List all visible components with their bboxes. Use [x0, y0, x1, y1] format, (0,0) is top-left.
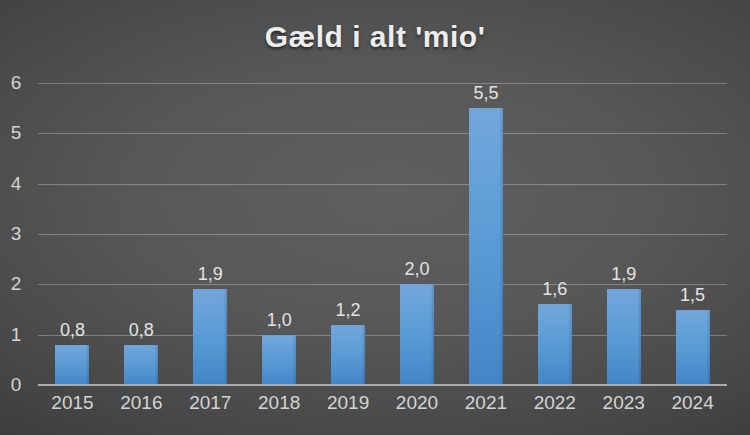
x-tick-label: 2019: [314, 392, 383, 414]
bar-value-label: 0,8: [107, 321, 176, 339]
x-tick-label: 2016: [107, 392, 176, 414]
bar-value-label: 2,0: [383, 260, 452, 278]
x-tick-label: 2022: [520, 392, 589, 414]
y-axis: 0123456: [0, 83, 32, 385]
bar: [607, 289, 641, 385]
bar-cell: 1,5: [658, 83, 727, 385]
bar-cell: 1,9: [176, 83, 245, 385]
x-tick-label: 2020: [383, 392, 452, 414]
bar-cell: 1,6: [520, 83, 589, 385]
x-tick-label: 2017: [176, 392, 245, 414]
bar: [676, 310, 710, 386]
bar: [124, 345, 158, 385]
y-tick-label: 1: [0, 324, 32, 346]
bar-value-label: 1,9: [176, 265, 245, 283]
bar-value-label: 1,0: [245, 311, 314, 329]
x-axis: 2015201620172018201920202021202220232024: [38, 392, 727, 414]
x-tick-label: 2021: [451, 392, 520, 414]
bar-cell: 1,9: [589, 83, 658, 385]
bar: [55, 345, 89, 385]
bar-cell: 0,8: [38, 83, 107, 385]
bar-value-label: 0,8: [38, 321, 107, 339]
bar-value-label: 1,9: [589, 265, 658, 283]
y-tick-label: 0: [0, 374, 32, 396]
x-tick-label: 2024: [658, 392, 727, 414]
bar-cell: 1,0: [245, 83, 314, 385]
bar: [331, 325, 365, 385]
bar: [538, 304, 572, 385]
y-tick-label: 4: [0, 173, 32, 195]
y-tick-label: 3: [0, 223, 32, 245]
bar: [193, 289, 227, 385]
bar-value-label: 1,6: [520, 280, 589, 298]
bar-cell: 2,0: [383, 83, 452, 385]
bar: [469, 108, 503, 385]
x-tick-label: 2015: [38, 392, 107, 414]
bar-cell: 0,8: [107, 83, 176, 385]
bar-chart: Gæld i alt 'mio' 0 1 2 3 4 5 6 0,80,8 1,9 1,01,2…: [0, 0, 750, 435]
bar-value-label: 1,2: [314, 301, 383, 319]
chart-title: Gæld i alt 'mio': [0, 20, 750, 54]
bar-cell: 5,5: [451, 83, 520, 385]
bars-row: 0,80,81,91,01,22,05,51,61,91,5: [38, 83, 727, 385]
bar-value-label: 5,5: [451, 84, 520, 102]
bar-cell: 1,2: [314, 83, 383, 385]
plot-area: 0,80,81,91,01,22,05,51,61,91,5: [38, 83, 727, 385]
bar-value-label: 1,5: [658, 286, 727, 304]
y-tick-label: 5: [0, 122, 32, 144]
bar: [262, 335, 296, 385]
y-tick-label: 2: [0, 273, 32, 295]
x-axis-line: [38, 384, 727, 386]
y-tick-label: 6: [0, 72, 32, 94]
bar: [400, 284, 434, 385]
x-tick-label: 2018: [245, 392, 314, 414]
x-tick-label: 2023: [589, 392, 658, 414]
